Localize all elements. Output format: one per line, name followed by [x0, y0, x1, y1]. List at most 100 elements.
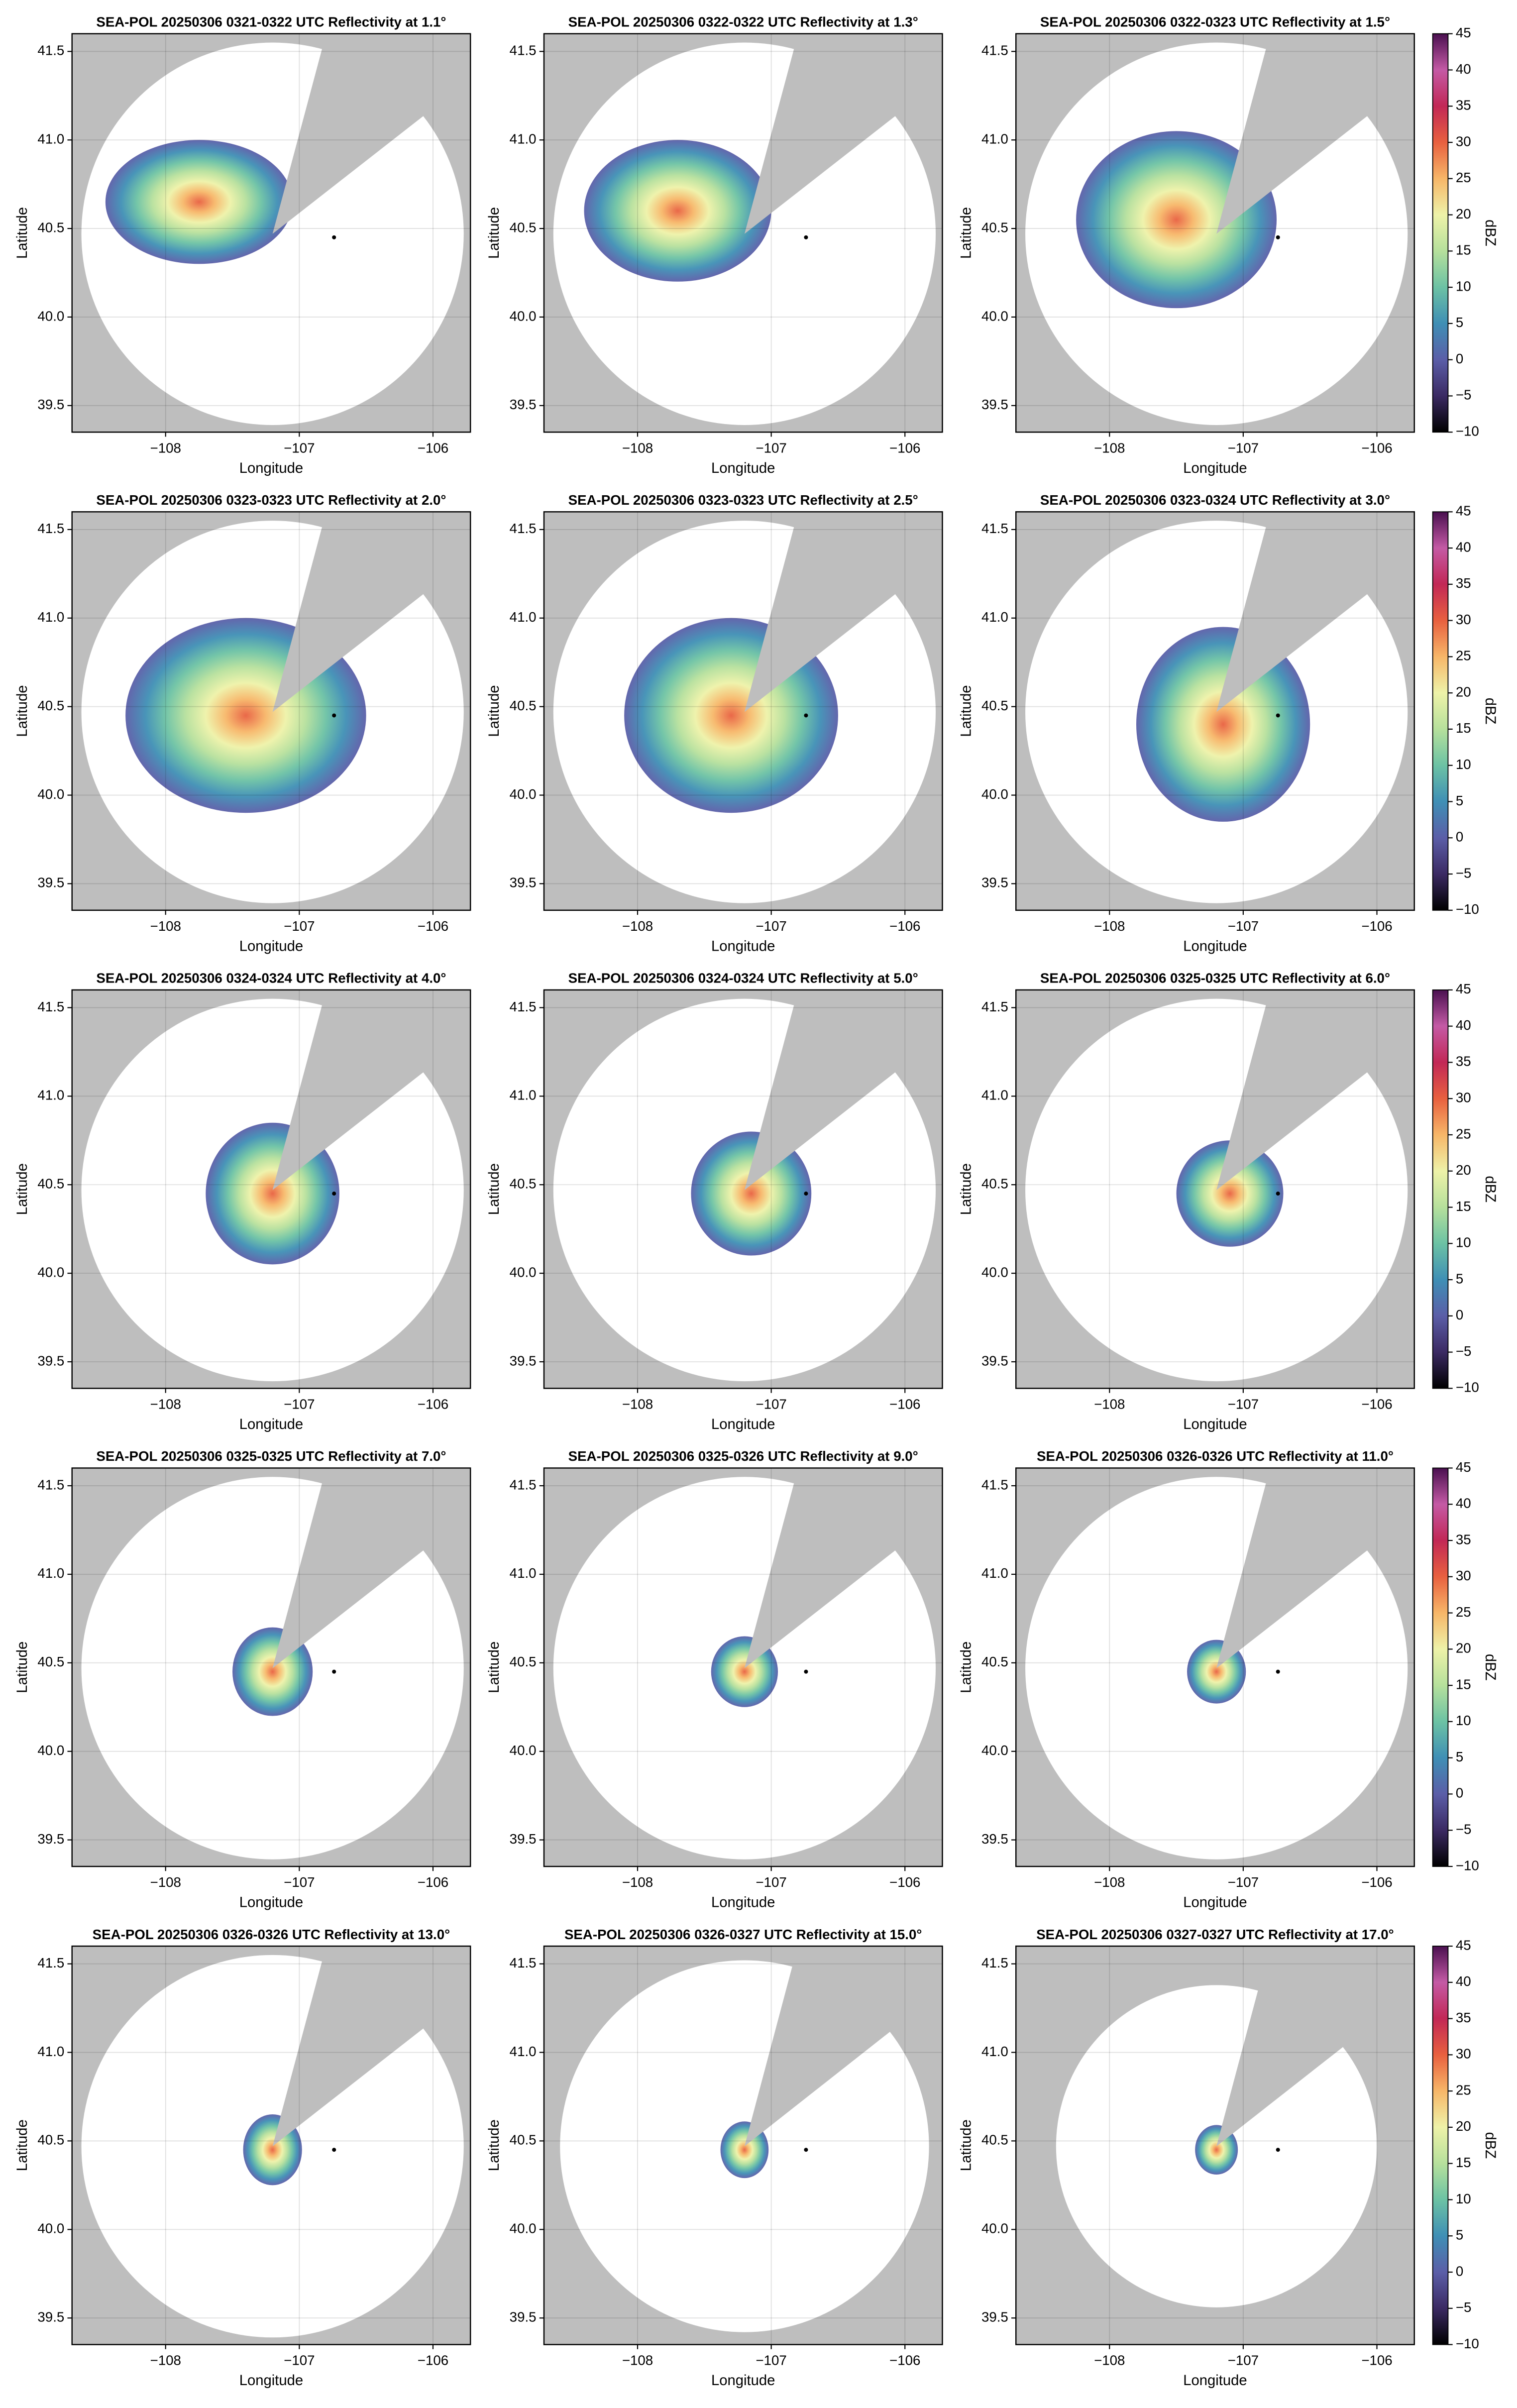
- x-axis-label: Longitude: [239, 2373, 303, 2389]
- colorbar-tick-label: 15: [1456, 720, 1471, 736]
- blocked-sector: [272, 1483, 424, 1668]
- y-axis-label: Latitude: [486, 1163, 502, 1215]
- colorbar-tick-label: 0: [1456, 1785, 1463, 1801]
- panel: [1016, 1468, 1414, 1866]
- panel: [72, 1946, 471, 2345]
- x-tick-label: −108: [622, 918, 653, 934]
- axes-frame: [1015, 989, 1415, 1389]
- y-tick-label: 39.5: [37, 875, 64, 890]
- colorbar-tick-label: 10: [1456, 1235, 1471, 1250]
- axes-frame: [1015, 33, 1415, 433]
- colorbar-tick-label: −5: [1456, 2299, 1472, 2315]
- x-tick-label: −106: [418, 918, 448, 934]
- x-tick-label: −106: [418, 1397, 448, 1412]
- colorbar-tick-label: 20: [1456, 206, 1471, 221]
- colorbar-tick-label: 45: [1456, 1459, 1471, 1475]
- site-marker: [1276, 1192, 1280, 1196]
- x-tick-label: −106: [889, 2353, 920, 2368]
- colorbar-tick-label: 30: [1456, 1568, 1471, 1583]
- x-tick-label: −108: [1094, 440, 1125, 455]
- panel-title: SEA-POL 20250306 0324-0324 UTC Reflectiv…: [568, 971, 918, 986]
- colorbar-tick-label: 35: [1456, 2010, 1471, 2025]
- blocked-sector: [744, 527, 895, 712]
- y-tick-label: 39.5: [981, 875, 1008, 890]
- panel-title: SEA-POL 20250306 0322-0322 UTC Reflectiv…: [568, 14, 918, 29]
- panel-title: SEA-POL 20250306 0325-0325 UTC Reflectiv…: [96, 1448, 446, 1464]
- y-tick-label: 40.0: [37, 1743, 64, 1758]
- colorbar-tick-label: −5: [1456, 1821, 1472, 1837]
- y-tick-label: 40.0: [37, 308, 64, 324]
- site-marker: [804, 1192, 808, 1196]
- x-tick-label: −106: [1361, 1397, 1392, 1412]
- y-axis-label: Latitude: [14, 1642, 30, 1693]
- y-tick-label: 39.5: [510, 875, 537, 890]
- site-marker: [332, 1192, 336, 1196]
- y-tick-label: 39.5: [981, 1353, 1008, 1368]
- x-tick-label: −107: [756, 2353, 786, 2368]
- blocked-sector: [744, 1005, 895, 1190]
- y-tick-label: 41.0: [981, 1565, 1008, 1581]
- colorbar-tick-label: 30: [1456, 2046, 1471, 2062]
- y-axis-label: Latitude: [14, 685, 30, 737]
- site-marker: [1276, 2148, 1280, 2152]
- axes-frame: [543, 1945, 943, 2345]
- colorbar-label: dBZ: [1482, 698, 1498, 725]
- x-tick-label: −106: [418, 2353, 448, 2368]
- axes-frame: [543, 1467, 943, 1867]
- y-tick-label: 39.5: [510, 1353, 537, 1368]
- x-tick-label: −106: [418, 1874, 448, 1890]
- y-axis-label: Latitude: [14, 1163, 30, 1215]
- site-marker: [804, 1669, 808, 1674]
- axes-frame: [543, 511, 943, 911]
- y-tick-label: 41.0: [510, 1088, 537, 1103]
- y-tick-label: 40.0: [510, 786, 537, 802]
- y-tick-label: 41.5: [37, 999, 64, 1014]
- y-tick-label: 40.0: [37, 786, 64, 802]
- colorbar-tick-label: 45: [1456, 25, 1471, 40]
- x-tick-label: −106: [1361, 440, 1392, 455]
- blocked-sector: [1216, 527, 1367, 712]
- panel-title: SEA-POL 20250306 0326-0326 UTC Reflectiv…: [1037, 1448, 1394, 1464]
- y-tick-label: 39.5: [37, 1353, 64, 1368]
- x-tick-label: −108: [622, 2353, 653, 2368]
- blocked-sector: [1216, 1483, 1367, 1668]
- y-tick-label: 40.5: [37, 1176, 64, 1192]
- y-axis-label: Latitude: [14, 207, 30, 259]
- y-tick-label: 39.5: [37, 2309, 64, 2324]
- x-tick-label: −106: [1361, 2353, 1392, 2368]
- colorbar-tick-label: −5: [1456, 1343, 1472, 1359]
- colorbar-tick-label: −5: [1456, 865, 1472, 880]
- x-tick-label: −107: [1228, 1874, 1259, 1890]
- y-tick-label: 41.0: [37, 1565, 64, 1581]
- colorbar-tick-label: 0: [1456, 829, 1463, 845]
- colorbar-tick-label: 45: [1456, 503, 1471, 519]
- y-axis-label: Latitude: [14, 2119, 30, 2171]
- x-tick-label: −106: [1361, 918, 1392, 934]
- colorbar-tick-label: 10: [1456, 278, 1471, 294]
- y-tick-label: 40.5: [981, 219, 1008, 235]
- axes-frame: [71, 511, 471, 911]
- y-tick-label: 41.5: [37, 521, 64, 536]
- site-marker: [332, 2148, 336, 2152]
- colorbar-tick-label: 15: [1456, 1199, 1471, 1214]
- axes-frame: [71, 1467, 471, 1867]
- panel-title: SEA-POL 20250306 0321-0322 UTC Reflectiv…: [96, 14, 446, 29]
- blocked-sector: [1216, 1005, 1367, 1190]
- x-tick-label: −107: [1228, 1397, 1259, 1412]
- x-tick-label: −107: [284, 440, 315, 455]
- panel: [543, 1946, 943, 2345]
- y-tick-label: 39.5: [981, 2309, 1008, 2324]
- x-axis-label: Longitude: [711, 1417, 775, 1432]
- y-tick-label: 40.5: [37, 2132, 64, 2148]
- y-tick-label: 41.5: [37, 43, 64, 58]
- axes-frame: [71, 989, 471, 1389]
- colorbar-tick-label: 40: [1456, 1973, 1471, 1989]
- colorbar-label: dBZ: [1482, 219, 1498, 246]
- site-marker: [332, 1669, 336, 1674]
- y-tick-label: 41.0: [37, 131, 64, 147]
- y-tick-label: 40.0: [510, 2221, 537, 2236]
- x-tick-label: −108: [622, 1874, 653, 1890]
- blocked-sector: [272, 49, 424, 234]
- axes-frame: [71, 1945, 471, 2345]
